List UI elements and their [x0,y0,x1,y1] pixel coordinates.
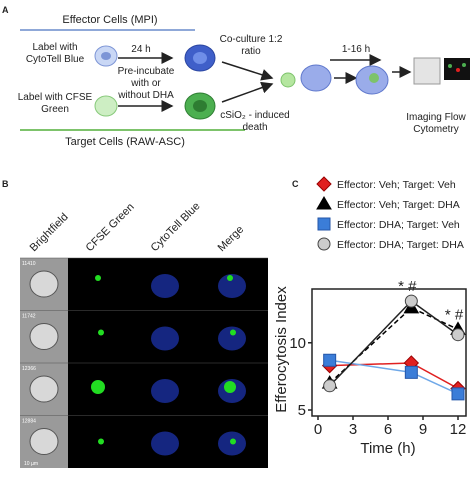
legend-label: Effector: Veh; Target: DHA [337,199,460,211]
merge-cell [218,326,246,351]
blue-cell [151,326,179,351]
merge-cell [218,274,246,298]
merge-spot [230,329,236,336]
legend-label: Effector: Veh; Target: Veh [337,179,456,191]
target-header: Target Cells (RAW-ASC) [65,136,185,148]
brightfield-cell [29,323,59,350]
legend-marker [316,196,332,210]
time-label: 1-16 h [341,44,371,55]
x-tick-label: 6 [384,421,392,438]
legend-marker [317,237,331,251]
coculture-label: Co-culture 1:2 ratio [219,34,283,57]
blue-cell [151,379,179,403]
merge-spot [227,275,233,281]
instrument [413,57,441,85]
effector-label: Label with CytoTell Blue [25,42,85,65]
x-tick-label: 0 [314,421,322,438]
green-spot [95,275,101,281]
column-header: CytoTell Blue [149,200,203,254]
legend-label: Effector: DHA; Target: DHA [337,239,464,251]
blue-cell [151,431,179,456]
marker [323,379,337,393]
green-spot [98,329,104,336]
marker [323,353,337,367]
merge-spot [230,438,236,445]
green-spot [98,438,104,445]
image-id: 12366 [22,366,36,372]
series-line [329,300,459,387]
x-tick-label: 12 [450,421,467,438]
brightfield-cell [29,375,59,403]
y-tick-label: 10 [289,335,306,352]
cell [300,64,332,92]
scale-bar: 10 µm [24,461,38,467]
x-axis-label: Time (h) [360,440,415,457]
marker [451,387,465,401]
cell [94,95,118,117]
arrow [221,61,274,81]
series-line [329,306,459,384]
image-id: 12884 [22,419,36,425]
cell [280,72,296,88]
annotation: * # [445,306,464,323]
engulfed-cell [369,73,379,83]
nucleus [193,100,207,112]
icon [456,68,460,72]
brightfield-cell [29,428,59,455]
image-id: 11742 [22,314,36,320]
panel-label: A [2,5,9,15]
legend-label: Effector: DHA; Target: Veh [337,219,460,231]
chart: 5 10 0 3 6 9 12 Time (h) Efferocytosis Index Effe… [273,176,467,457]
marker [404,365,418,379]
panel-label: B [2,179,9,189]
arrow [221,81,274,103]
time-label: 24 h [131,44,151,55]
icon [448,64,452,68]
plot-frame [311,288,467,417]
nucleus [101,52,111,60]
column-header: CFSE Green [84,201,137,254]
x-tick-label: 9 [419,421,427,438]
brightfield-cell [29,270,59,298]
column-header: Merge [216,224,247,255]
merge-spot [224,381,236,393]
image-id: 11410 [22,261,36,267]
marker [404,294,418,308]
legend-marker [316,176,332,192]
preincubate-label: Pre-incubate with or without DHA [117,66,175,101]
x-tick-label: 3 [349,421,357,438]
target-label: Label with CFSE Green [17,92,93,115]
green-spot [91,380,105,394]
marker [451,328,465,342]
effector-header: Effector Cells (MPI) [62,14,158,26]
death-label: cSiO₂ - induced death [220,110,290,133]
y-tick-label: 5 [298,402,306,419]
legend-marker [317,217,331,231]
y-axis-label: Efferocytosis Index [273,286,290,413]
annotation: * # [398,278,417,295]
column-header: Brightfield [28,211,71,254]
panel-label: C [292,179,299,189]
blue-cell [151,274,179,298]
readout-label: Imaging Flow Cytometry [406,112,466,135]
nucleus [193,52,207,64]
icon [462,63,466,67]
